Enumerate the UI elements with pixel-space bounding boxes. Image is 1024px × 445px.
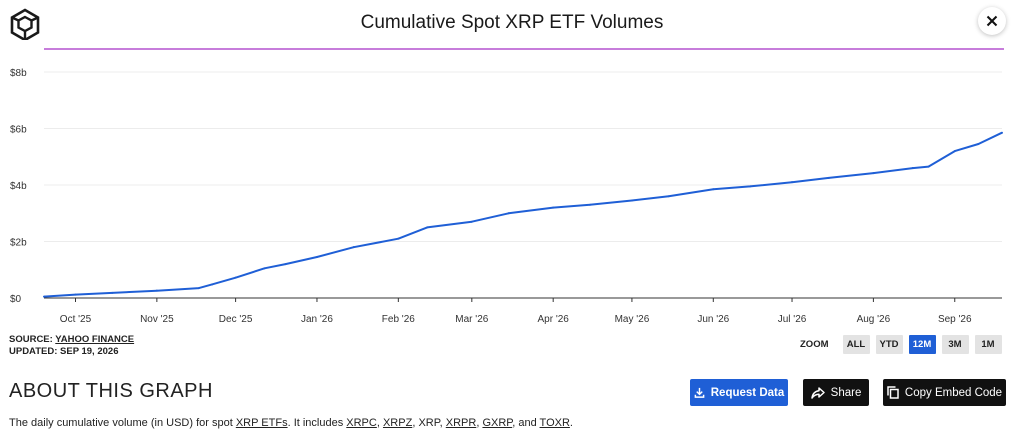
y-tick-label: $2b <box>10 238 27 249</box>
y-tick-label: $6b <box>10 125 27 136</box>
close-icon <box>986 15 998 27</box>
x-tick-label: Mar '26 <box>455 314 488 325</box>
data-point <box>588 203 591 206</box>
source-info: SOURCE: YAHOO FINANCE UPDATED: SEP 19, 2… <box>9 334 134 358</box>
zoom-button-ytd[interactable]: YTD <box>875 335 903 354</box>
x-tick-label: Jun '26 <box>697 314 729 325</box>
x-tick-label: May '26 <box>615 314 650 325</box>
download-icon <box>694 387 705 398</box>
data-point <box>552 206 555 209</box>
data-point <box>426 226 429 229</box>
description-prefix: The daily cumulative volume (in USD) for… <box>9 417 236 429</box>
data-point <box>630 199 633 202</box>
data-point <box>43 295 45 298</box>
y-tick-label: $4b <box>10 181 27 192</box>
x-tick-label: Jan '26 <box>301 314 333 325</box>
x-tick-label: Apr '26 <box>537 314 569 325</box>
x-tick-label: Oct '25 <box>60 314 92 325</box>
data-point <box>210 283 213 286</box>
zoom-button-1m[interactable]: 1M <box>974 335 1002 354</box>
about-heading: ABOUT THIS GRAPH <box>9 380 213 402</box>
data-point <box>507 212 510 215</box>
cube-logo-icon[interactable] <box>9 8 41 40</box>
source-label: SOURCE: <box>9 334 53 345</box>
data-point <box>352 246 355 249</box>
share-icon <box>810 386 825 399</box>
data-point <box>953 150 956 153</box>
data-point <box>234 276 237 279</box>
ticker-xrpc[interactable]: XRPC <box>346 417 377 429</box>
copy-icon <box>887 386 899 399</box>
data-point <box>197 287 200 290</box>
close-button[interactable] <box>978 7 1006 35</box>
series-line <box>43 131 1003 298</box>
x-tick-label: Dec '25 <box>219 314 253 325</box>
updated-date: UPDATED: SEP 19, 2026 <box>9 346 119 357</box>
data-point <box>155 289 158 292</box>
request-data-button[interactable]: Request Data <box>690 379 788 406</box>
share-label: Share <box>830 386 862 399</box>
ticker-xrpr[interactable]: XRPR <box>445 417 477 429</box>
data-point <box>470 220 473 223</box>
ticker-gxrp[interactable]: GXRP <box>482 417 513 429</box>
data-point <box>977 143 980 146</box>
data-point <box>712 188 715 191</box>
x-tick-label: Jul '26 <box>778 314 807 325</box>
data-point <box>397 237 400 240</box>
zoom-button-all[interactable]: ALL <box>842 335 870 354</box>
copy-embed-button[interactable]: Copy Embed Code <box>883 379 1006 406</box>
chart-title: Cumulative Spot XRP ETF Volumes <box>360 12 664 33</box>
source-link[interactable]: YAHOO FINANCE <box>55 334 135 345</box>
zoom-button-3m[interactable]: 3M <box>941 335 969 354</box>
share-button[interactable]: Share <box>803 379 869 406</box>
data-point <box>315 256 318 259</box>
data-point <box>927 165 930 168</box>
ticker-toxr[interactable]: TOXR <box>539 417 570 429</box>
data-point <box>74 293 77 296</box>
data-point <box>111 291 114 294</box>
x-tick-label: Sep '26 <box>938 314 972 325</box>
data-point <box>263 267 266 270</box>
line-chart: $0 $2b $4b $6b $8b Oct '25 Nov '25 Dec '25 Jan '… <box>10 68 1003 325</box>
description-suffix: . <box>569 417 573 429</box>
zoom-controls: ZOOM ALL YTD 12M 3M 1M <box>800 335 1002 354</box>
x-tick-label: Nov '25 <box>140 314 174 325</box>
x-tick-label: Aug '26 <box>857 314 891 325</box>
zoom-button-12m[interactable]: 12M <box>908 335 936 354</box>
description-mid: . It includes <box>287 417 347 429</box>
ticker-xrpz[interactable]: XRPZ <box>382 417 413 429</box>
data-point <box>749 185 752 188</box>
y-tick-label: $0 <box>10 294 22 305</box>
request-data-label: Request Data <box>710 386 785 399</box>
y-tick-label: $8b <box>10 68 27 79</box>
ticker-xrp: XRP <box>418 417 440 429</box>
x-tick-label: Feb '26 <box>382 314 415 325</box>
graph-description: The daily cumulative volume (in USD) for… <box>9 417 573 429</box>
data-point <box>284 263 287 266</box>
xrp-etfs-link[interactable]: XRP ETFs <box>235 417 288 429</box>
data-point <box>667 195 670 198</box>
data-point <box>872 172 875 175</box>
header-divider <box>44 48 1004 50</box>
data-point <box>791 181 794 184</box>
copy-embed-label: Copy Embed Code <box>904 386 1003 399</box>
zoom-label: ZOOM <box>800 339 829 350</box>
data-point <box>1001 131 1003 134</box>
data-point <box>911 167 914 170</box>
data-point <box>827 176 830 179</box>
